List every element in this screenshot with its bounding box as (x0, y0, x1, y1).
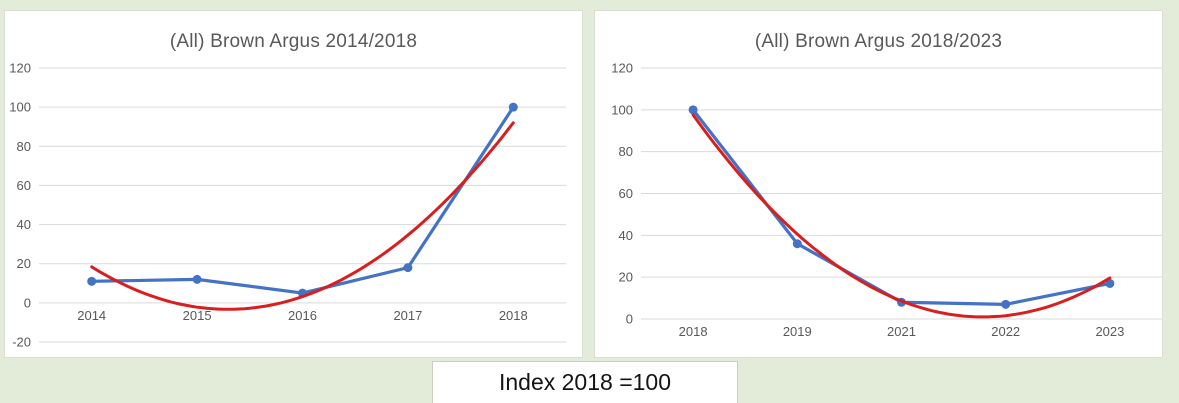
index-note-label: Index 2018 =100 (498, 369, 672, 395)
data-point-markers (688, 105, 1115, 309)
y-tick-label: 0 (626, 312, 633, 327)
index-note-textbox[interactable]: Index 2018 =100 (432, 361, 738, 403)
gridlines-and-yticks: 0 20 40 60 80 100 120 (611, 61, 1162, 327)
y-tick-label: 20 (17, 256, 31, 271)
y-tick-label: 80 (619, 144, 633, 159)
chart-panel-2018-2023[interactable]: (All) Brown Argus 2018/2023 0 20 40 60 80 100… (594, 10, 1163, 358)
x-category-label: 2014 (77, 308, 106, 323)
data-point-marker (508, 102, 518, 112)
chart-panel-2014-2018[interactable]: (All) Brown Argus 2014/2018 -20 0 20 40 60 80… (4, 10, 583, 358)
y-tick-label: -20 (12, 335, 31, 350)
x-category-label: 2018 (679, 324, 708, 339)
gridlines-and-yticks: -20 0 20 40 60 80 100 120 (9, 61, 566, 350)
y-tick-label: 20 (619, 270, 633, 285)
y-tick-label: 120 (611, 61, 633, 76)
data-series-line (691, 108, 1112, 306)
x-category-label: 2023 (1095, 324, 1124, 339)
y-tick-label: 0 (24, 295, 31, 310)
polynomial-trendline (90, 121, 515, 311)
x-category-label: 2016 (288, 308, 317, 323)
x-category-labels: 2018 2019 2021 2022 2023 (679, 324, 1125, 339)
data-point-markers (87, 102, 518, 298)
y-tick-label: 60 (17, 178, 31, 193)
y-tick-label: 100 (9, 100, 31, 115)
y-tick-label: 80 (17, 139, 31, 154)
polynomial-trendline (691, 113, 1112, 319)
y-tick-label: 100 (611, 102, 633, 117)
y-tick-label: 40 (619, 228, 633, 243)
data-point-marker (792, 239, 802, 249)
data-point-marker (192, 274, 202, 284)
chart-title-2018-2023: (All) Brown Argus 2018/2023 (754, 31, 1003, 52)
x-category-labels: 2014 2015 2016 2017 2018 (77, 308, 528, 323)
y-tick-label: 40 (17, 217, 31, 232)
x-category-label: 2022 (991, 324, 1020, 339)
data-point-marker (1001, 299, 1011, 309)
chart-canvas-2014-2018: -20 0 20 40 60 80 100 120 2014 2015 2016 2017 2018 (9, 61, 566, 350)
data-point-marker (87, 276, 97, 286)
x-category-label: 2019 (783, 324, 812, 339)
chart-title-2014-2018: (All) Brown Argus 2014/2018 (169, 31, 418, 52)
data-point-marker (403, 263, 413, 273)
x-category-label: 2017 (393, 308, 422, 323)
x-category-label: 2018 (499, 308, 528, 323)
y-tick-label: 120 (9, 61, 31, 76)
chart-canvas-2018-2023: 0 20 40 60 80 100 120 2018 2019 2021 2022 2023 (611, 61, 1162, 339)
x-category-label: 2015 (183, 308, 212, 323)
x-category-label: 2021 (887, 324, 916, 339)
data-series-line (90, 105, 515, 295)
data-point-marker (688, 105, 698, 115)
y-tick-label: 60 (619, 186, 633, 201)
data-point-marker (1105, 278, 1115, 288)
